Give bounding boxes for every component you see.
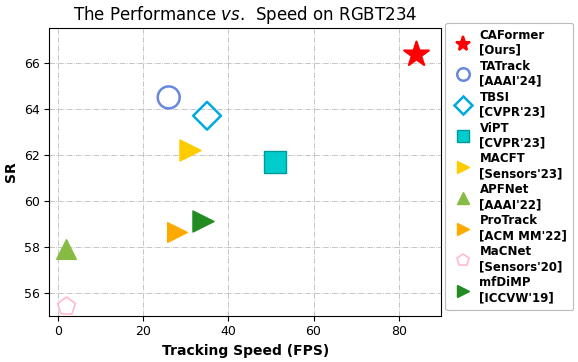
Point [271,159,280,165]
Point [62,303,71,309]
Title: The Performance $vs$.  Speed on RGBT234: The Performance $vs$. Speed on RGBT234 [73,4,417,26]
Point [186,147,195,153]
Legend: CAFormer
[Ours], TATrack
[AAAI'24], TBSI
[CVPR'23], ViPT
[CVPR'23], MACFT
[Senso: CAFormer [Ours], TATrack [AAAI'24], TBSI… [445,23,573,310]
X-axis label: Tracking Speed (FPS): Tracking Speed (FPS) [162,344,329,358]
Point [62,246,71,252]
Point [173,229,182,235]
Point [198,219,208,224]
Point [411,51,420,57]
Point [202,113,212,119]
Y-axis label: SR: SR [4,162,18,182]
Point [164,94,173,100]
